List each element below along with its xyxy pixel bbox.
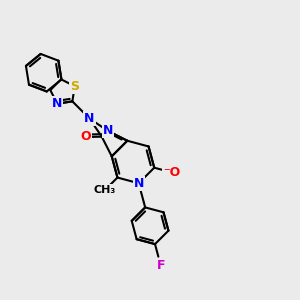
Text: O: O <box>80 130 91 143</box>
Text: N: N <box>134 177 144 190</box>
Text: N: N <box>103 124 113 137</box>
Text: ⁻O: ⁻O <box>163 166 180 179</box>
Text: CH₃: CH₃ <box>94 185 116 195</box>
Text: S: S <box>70 80 79 93</box>
Text: N: N <box>52 97 62 110</box>
Text: N: N <box>84 112 95 125</box>
Text: F: F <box>156 259 165 272</box>
